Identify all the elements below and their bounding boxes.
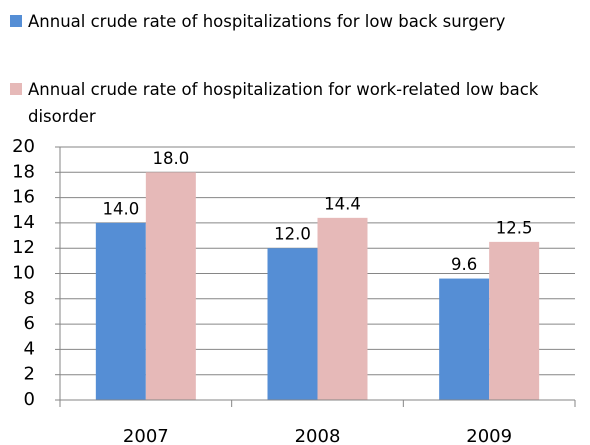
x-tick-label: 2007 — [123, 426, 169, 445]
bar — [489, 241, 540, 400]
x-tick-label: 2009 — [466, 426, 512, 445]
y-tick-label: 4 — [24, 338, 35, 359]
y-tick-label: 0 — [24, 389, 35, 410]
legend-label: Annual crude rate of hospitalization for… — [28, 80, 539, 126]
y-tick-label: 20 — [12, 136, 35, 157]
legend-swatch — [10, 83, 22, 95]
bar — [95, 222, 146, 400]
x-tick-label: 2008 — [295, 426, 341, 445]
bar — [439, 278, 490, 400]
value-label: 14.4 — [324, 194, 361, 213]
value-label: 12.5 — [496, 218, 533, 237]
value-label: 12.0 — [274, 225, 311, 244]
legend-swatch — [10, 15, 22, 27]
legend-entry: Annual crude rate of hospitalizations fo… — [10, 8, 588, 35]
bar — [317, 217, 368, 400]
legend-entry: Annual crude rate of hospitalization for… — [10, 76, 588, 130]
y-tick-label: 18 — [12, 161, 35, 182]
y-tick-label: 2 — [24, 364, 35, 385]
value-label: 9.6 — [451, 255, 477, 274]
y-tick-label: 14 — [12, 212, 35, 233]
y-tick-label: 12 — [12, 237, 35, 258]
y-tick-label: 10 — [12, 263, 35, 284]
y-tick-label: 6 — [24, 313, 35, 334]
y-tick-label: 8 — [24, 288, 35, 309]
value-label: 18.0 — [152, 149, 189, 168]
value-label: 14.0 — [102, 199, 139, 218]
bar — [145, 172, 196, 400]
bar — [267, 248, 318, 400]
legend-label: Annual crude rate of hospitalizations fo… — [28, 12, 506, 31]
y-tick-label: 16 — [12, 187, 35, 208]
